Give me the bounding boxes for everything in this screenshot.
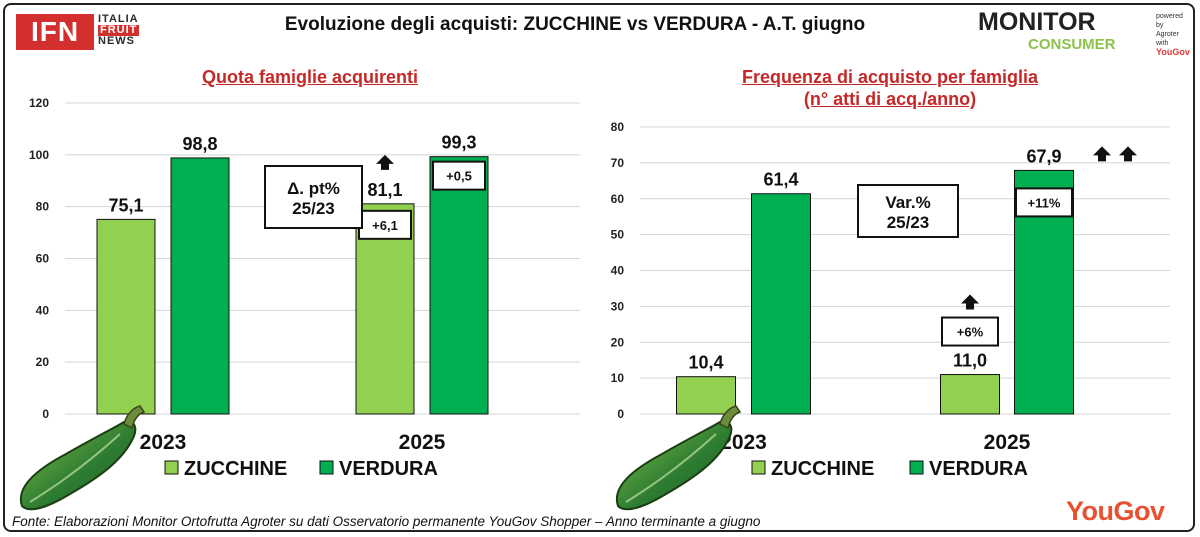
chart1-title: Quota famiglie acquirenti bbox=[201, 67, 419, 87]
chart2-change-box bbox=[941, 316, 999, 347]
monitor-consumer-logo: MONITOR CONSUMER powered by Agroter with… bbox=[978, 8, 1190, 57]
chart1-category-label: 2025 bbox=[399, 431, 446, 454]
chart2-data-label: 67,9 bbox=[1026, 146, 1061, 166]
chart1-annotation-line2: 25/23 bbox=[292, 199, 335, 218]
chart1-change-box bbox=[432, 160, 486, 191]
chart1-data-label: 98,8 bbox=[182, 134, 217, 154]
credit-line-4: YouGov bbox=[1156, 47, 1190, 57]
chart2-annotation-line2: 25/23 bbox=[887, 213, 930, 232]
chart2-ytick-label: 80 bbox=[611, 120, 625, 134]
chart2-category-label: 2023 bbox=[720, 431, 767, 454]
chart1-data-label: 75,1 bbox=[108, 195, 143, 215]
zucchini-icon bbox=[19, 405, 146, 511]
yougov-logo: YouGov bbox=[1066, 496, 1165, 526]
monitor-logo-text: MONITOR bbox=[978, 8, 1096, 36]
chart1-ytick-label: 120 bbox=[29, 96, 49, 110]
chart2-data-label: 61,4 bbox=[763, 170, 798, 190]
chart1-ytick-label: 60 bbox=[36, 252, 50, 266]
chart1-legend-label-zucchine: ZUCCHINE bbox=[184, 458, 287, 480]
ifn-word-2: FRUIT bbox=[98, 24, 140, 36]
chart1-change-label: +0,5 bbox=[446, 169, 472, 184]
credit-line-1: powered by bbox=[1156, 13, 1183, 29]
chart1-legend-label-verdura: VERDURA bbox=[339, 458, 438, 480]
chart2-legend-swatch-verdura bbox=[909, 460, 924, 475]
chart1-bar-zucchine-2023 bbox=[96, 218, 156, 415]
credit-line-2: Agroter bbox=[1156, 31, 1179, 38]
chart2-annotation-line1: Var.% bbox=[885, 193, 930, 212]
ifn-word-3: NEWS bbox=[98, 35, 135, 47]
chart2-title: Frequenza di acquisto per famiglia (n° a… bbox=[640, 66, 1140, 110]
ifn-logo: IFN ITALIA FRUIT NEWS bbox=[16, 10, 146, 54]
up-arrow-icon bbox=[1093, 146, 1111, 162]
chart2-legend-swatch-zucchine bbox=[751, 460, 766, 475]
slide-frame bbox=[3, 3, 1195, 532]
up-arrow-icon bbox=[1119, 146, 1137, 162]
chart2-ytick-label: 70 bbox=[611, 156, 625, 170]
chart2-bar-zucchine-2025 bbox=[940, 374, 1000, 415]
chart2-ytick-label: 50 bbox=[611, 228, 625, 242]
chart2-change-label: +6% bbox=[957, 325, 984, 340]
chart1-ytick-label: 0 bbox=[42, 407, 49, 421]
chart2-ytick-label: 10 bbox=[611, 371, 625, 385]
chart1-legend-swatch-zucchine bbox=[164, 460, 179, 475]
page-title: Evoluzione degli acquisti: ZUCCHINE vs V… bbox=[284, 14, 866, 35]
chart2-subtitle: (n° atti di acq./anno) bbox=[803, 89, 977, 109]
chart2-change-label: +11% bbox=[1028, 195, 1061, 210]
chart1-data-label: 99,3 bbox=[441, 133, 476, 153]
chart2-change-box bbox=[1015, 187, 1073, 218]
up-arrow-icon bbox=[376, 154, 394, 170]
chart1-annotation-box bbox=[264, 165, 363, 229]
chart1-change-box bbox=[358, 209, 412, 240]
credit-line-3: with bbox=[1156, 40, 1169, 47]
chart1-data-label: 81,1 bbox=[367, 180, 402, 200]
up-arrow-icon bbox=[961, 294, 979, 310]
source-note: Fonte: Elaborazioni Monitor Ortofrutta A… bbox=[12, 514, 761, 529]
chart2-data-label: 10,4 bbox=[688, 353, 723, 373]
ifn-logo-words: ITALIA FRUIT NEWS bbox=[98, 13, 140, 47]
chart1-ytick-label: 100 bbox=[29, 148, 49, 162]
chart1-change-label: +6,1 bbox=[372, 218, 398, 233]
chart2-ytick-label: 40 bbox=[611, 264, 625, 278]
chart1-legend-swatch-verdura bbox=[319, 460, 334, 475]
chart1-annotation-line1: Δ. pt% bbox=[287, 179, 340, 198]
chart1-ytick-label: 80 bbox=[36, 200, 50, 214]
chart2-annotation-box bbox=[857, 184, 959, 238]
chart2-bar-verdura-2023 bbox=[751, 193, 811, 415]
chart2-legend-label-zucchine: ZUCCHINE bbox=[771, 458, 874, 480]
chart2-ytick-label: 20 bbox=[611, 335, 625, 349]
chart1-bar-verdura-2025 bbox=[429, 156, 489, 415]
chart2-ytick-label: 30 bbox=[611, 299, 625, 313]
chart2-ytick-label: 0 bbox=[617, 407, 624, 421]
zucchini-icon bbox=[615, 405, 742, 511]
chart1-ytick-label: 40 bbox=[36, 303, 50, 317]
chart1-category-label: 2023 bbox=[140, 431, 187, 454]
chart2-data-label: 11,0 bbox=[953, 351, 987, 371]
chart2-bar-zucchine-2023 bbox=[676, 376, 736, 415]
chart2-legend-label-verdura: VERDURA bbox=[929, 458, 1028, 480]
chart1-ytick-label: 20 bbox=[36, 355, 50, 369]
consumer-logo-text: CONSUMER bbox=[1028, 36, 1116, 53]
monitor-logo-credits: powered by Agroter with YouGov bbox=[1156, 12, 1190, 57]
ifn-word-1: ITALIA bbox=[98, 13, 139, 25]
chart2-ytick-label: 60 bbox=[611, 192, 625, 206]
chart1-bar-verdura-2023 bbox=[170, 157, 230, 415]
chart2-title-line1: Frequenza di acquisto per famiglia bbox=[741, 67, 1039, 87]
ifn-logo-mark: IFN bbox=[16, 14, 94, 50]
chart2-category-label: 2025 bbox=[984, 431, 1031, 454]
